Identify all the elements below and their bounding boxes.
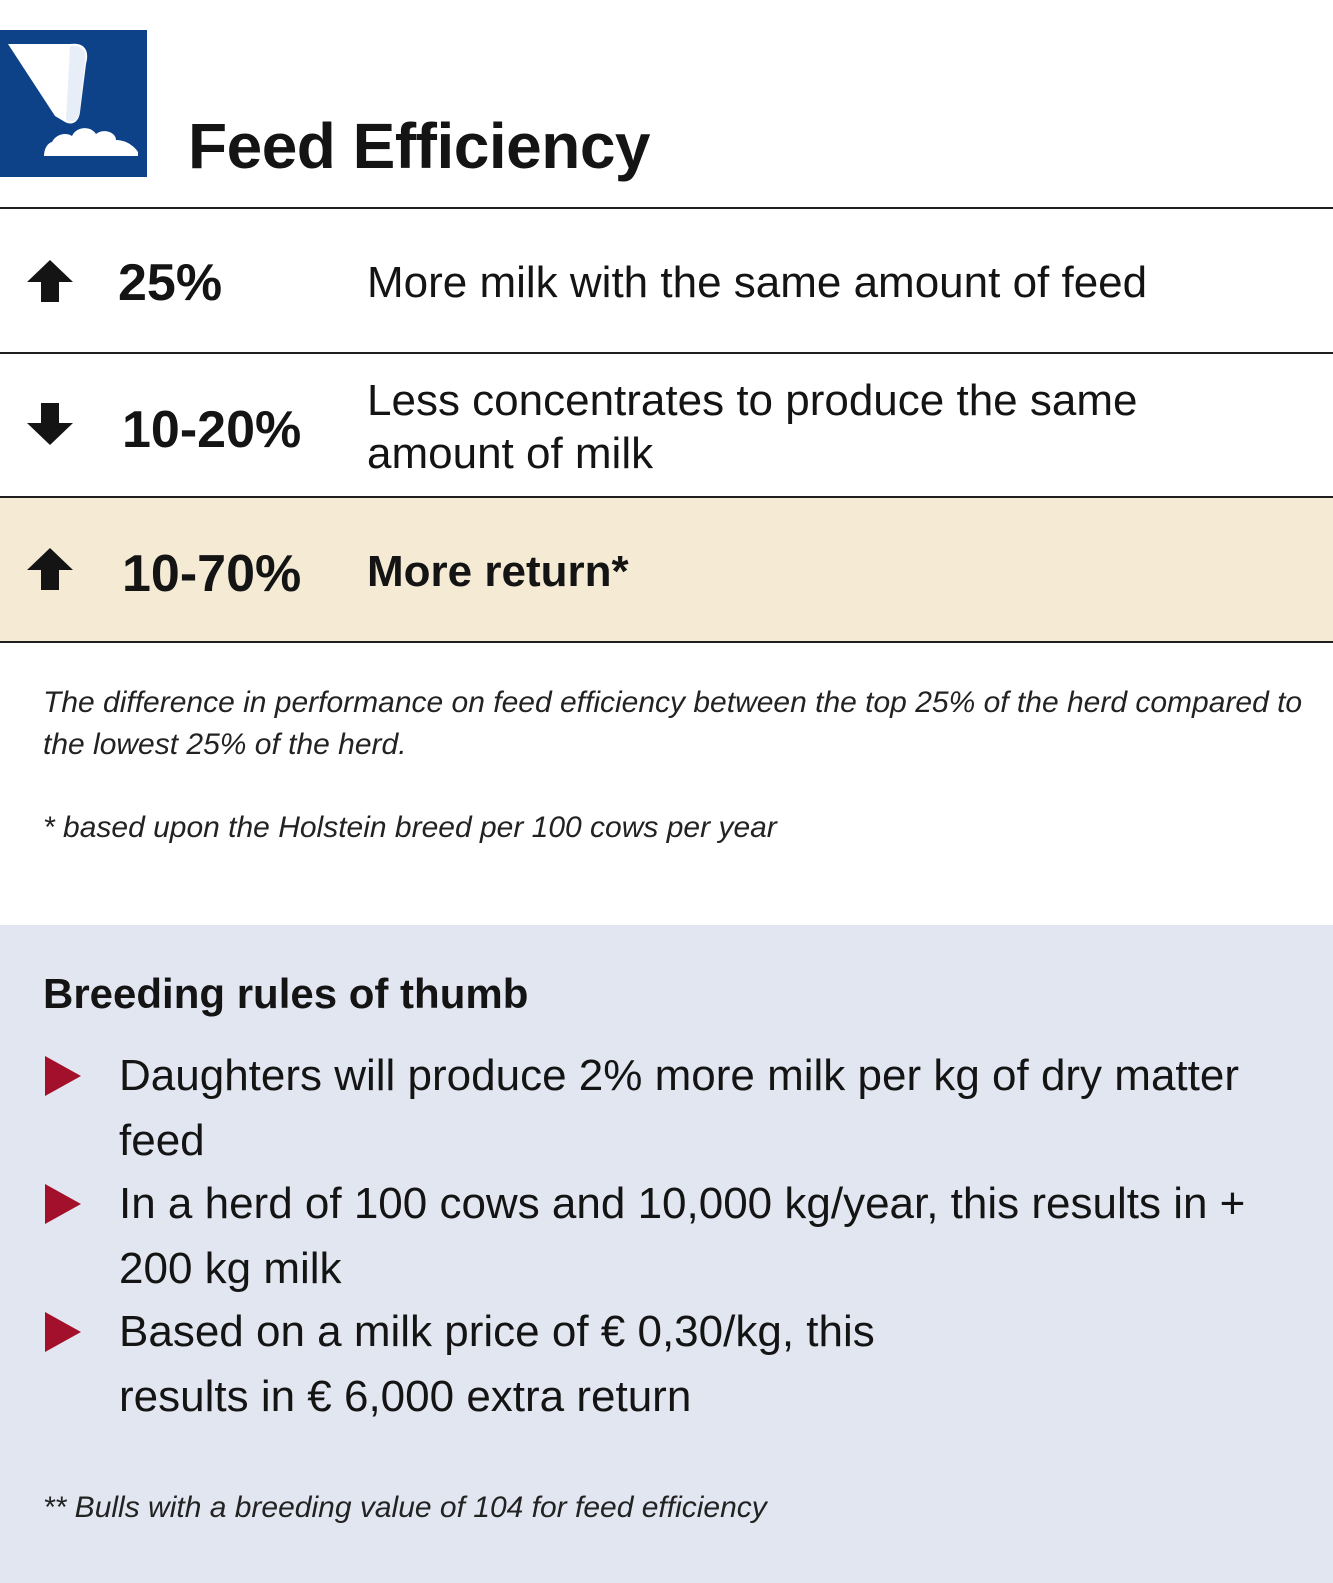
milk-pour-icon (8, 43, 138, 156)
divider (0, 496, 1333, 498)
list-item-text: In a herd of 100 cows and 10,000 kg/year… (119, 1179, 1246, 1293)
stat-value: 10-20% (122, 401, 302, 459)
stat-value: 25% (118, 254, 223, 312)
divider (0, 352, 1333, 354)
page-title: Feed Efficiency (188, 110, 651, 182)
list-item-text: Daughters will produce 2% more milk per … (119, 1051, 1239, 1165)
divider (0, 207, 1333, 209)
stat-row: 25% More milk with the same amount of fe… (0, 209, 1333, 352)
stat-row-highlight: 10-70% More return* (0, 498, 1333, 641)
stat-description: More return* (367, 547, 629, 596)
stat-description: Less concentrates to produce the same am… (367, 376, 1138, 478)
footnote: ** Bulls with a breeding value of 104 fo… (43, 1491, 767, 1524)
rules-title: Breeding rules of thumb (43, 970, 529, 1017)
list-item-text: Based on a milk price of € 0,30/kg, this… (119, 1307, 875, 1421)
triangle-bullet-icon (45, 1056, 81, 1096)
arrow-up-icon (25, 544, 75, 594)
feed-efficiency-logo (0, 30, 147, 177)
rules-panel (0, 925, 1333, 1583)
stat-description: More milk with the same amount of feed (367, 258, 1148, 307)
difference-note: The difference in performance on feed ef… (43, 686, 1303, 761)
asterisk-note: * based upon the Holstein breed per 100 … (43, 811, 777, 844)
triangle-bullet-icon (45, 1312, 81, 1352)
stat-value: 10-70% (122, 545, 302, 603)
triangle-bullet-icon (45, 1184, 81, 1224)
arrow-up-icon (25, 256, 75, 306)
divider (0, 641, 1333, 643)
stat-row: 10-20% Less concentrates to produce the … (0, 354, 1333, 496)
arrow-down-icon (25, 399, 75, 449)
